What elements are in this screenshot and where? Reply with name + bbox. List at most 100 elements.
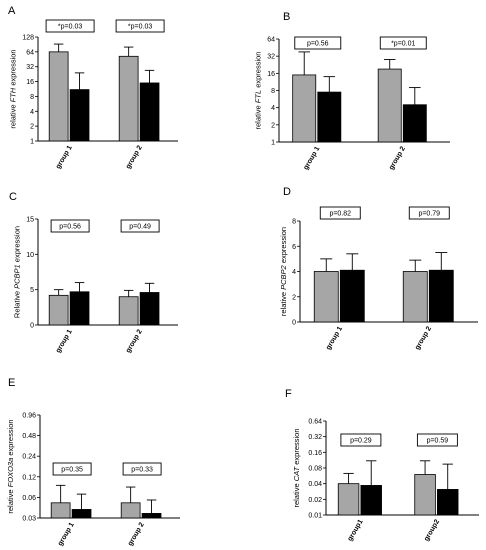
- y-tick-label: 0.64: [308, 419, 322, 426]
- p-value-label: p=0.56: [307, 41, 329, 48]
- bar-d-1-1: [313, 271, 339, 323]
- y-axis-label: relative FTL expression: [254, 52, 263, 130]
- bar-a-1-2: [69, 89, 90, 142]
- p-value-label: p=0.35: [61, 467, 83, 474]
- y-axis-label-prefix: relative: [6, 487, 15, 513]
- y-axis-label-prefix: relative: [279, 290, 288, 316]
- y-tick-label: 0: [292, 320, 296, 327]
- y-tick-label: 0.08: [308, 466, 322, 473]
- bar-e-1-1: [50, 502, 71, 519]
- panel-letter: C: [9, 191, 17, 203]
- y-tick-label: 32: [26, 64, 34, 71]
- y-tick-label: 1: [30, 139, 34, 146]
- bar-c-2-1: [118, 296, 139, 326]
- bar-a-2-1: [118, 55, 139, 142]
- x-tick-label: group 2: [414, 325, 433, 351]
- panel-letter: B: [283, 11, 290, 23]
- y-axis-label-prefix: relative: [254, 103, 263, 129]
- y-tick-label: 128: [22, 35, 34, 42]
- y-tick-label: 0.06: [22, 495, 36, 502]
- p-value-label: *p=0.01: [391, 41, 415, 48]
- y-axis-label-gene: CAT: [292, 465, 301, 481]
- y-axis-label-gene: FOXO3a: [6, 458, 15, 488]
- x-tick-label: group 1: [55, 328, 74, 354]
- chart-panel-c: C 0 5 10 15 Relative PCBP1 expression group 1 p…: [9, 191, 178, 354]
- x-tick-label: group 2: [388, 145, 407, 171]
- y-tick-label: 8: [271, 88, 275, 95]
- bar-d-2-2: [428, 269, 454, 323]
- bar-f-1-1: [337, 483, 360, 516]
- y-tick-label: 0.32: [308, 434, 322, 441]
- p-value-label: p=0.79: [418, 211, 440, 218]
- y-tick-label: 15: [26, 217, 34, 224]
- bar-b-1-1: [292, 74, 317, 143]
- bar-b-2-1: [377, 68, 402, 143]
- y-tick-label: 0.03: [22, 516, 36, 523]
- chart-panel-a: A 1 2 4 8 16 32 64 128 relative FTH expression gro…: [8, 5, 178, 170]
- y-tick-label: 1: [271, 140, 275, 147]
- y-tick-label: 2: [292, 294, 296, 301]
- p-value-box: [115, 19, 165, 33]
- p-value-label: p=0.33: [131, 467, 153, 474]
- y-tick-label: 64: [267, 37, 275, 44]
- y-axis-label-suffix: expression: [292, 428, 301, 466]
- y-axis-label: relative PCBP2 expression: [279, 227, 288, 316]
- y-tick-label: 0.01: [308, 513, 322, 520]
- p-value-box: [45, 19, 95, 33]
- y-tick-label: 0.16: [308, 450, 322, 457]
- panel-letter: F: [285, 388, 292, 400]
- p-value-box: [294, 36, 342, 50]
- y-tick-label: 16: [26, 79, 34, 86]
- y-axis-label-prefix: relative: [292, 481, 301, 507]
- y-tick-label: 10: [26, 252, 34, 259]
- p-value-label: p=0.82: [329, 211, 351, 218]
- y-axis-label-gene: FTL: [254, 90, 263, 103]
- y-tick-label: 64: [26, 49, 34, 56]
- chart-panel-d: D 0 2 4 6 8 relative PCBP2 expression group 1 p=…: [279, 186, 478, 351]
- panel-letter: A: [8, 5, 16, 17]
- y-tick-label: 2: [30, 124, 34, 131]
- p-value-box: [340, 433, 382, 447]
- bar-b-2-2: [402, 104, 427, 143]
- p-value-label: *p=0.03: [58, 24, 82, 31]
- bar-f-2-2: [436, 489, 459, 516]
- y-tick-label: 0: [30, 323, 34, 330]
- chart-panel-b: B 1 2 4 8 16 32 64 relative FTL expression group …: [254, 11, 450, 171]
- y-axis-label-suffix: expression: [6, 419, 15, 457]
- y-axis-label-suffix: expression: [13, 226, 22, 264]
- p-value-box: [122, 462, 162, 476]
- y-tick-label: 0.04: [308, 481, 322, 488]
- y-tick-label: 0.12: [22, 474, 36, 481]
- y-tick-label: 4: [271, 105, 275, 112]
- y-tick-label: 4: [30, 109, 34, 116]
- bar-e-1-2: [71, 509, 92, 519]
- bar-c-2-2: [139, 292, 160, 326]
- y-axis-label-gene: FTH: [8, 87, 17, 102]
- panel-letter: D: [283, 186, 291, 198]
- x-tick-label: group 2: [125, 328, 144, 354]
- bar-f-1-2: [360, 485, 382, 516]
- x-tick-label: group2: [423, 518, 441, 542]
- y-tick-label: 0.24: [22, 454, 36, 461]
- y-tick-label: 2: [271, 122, 275, 129]
- y-tick-label: 32: [267, 54, 275, 61]
- chart-panel-f: F 0.01 0.02 0.04 0.08 0.16 0.32 0.64 relative CA…: [285, 388, 479, 543]
- y-axis-label-gene: PCBP1: [13, 264, 22, 289]
- y-axis-label: relative FOXO3a expression: [6, 419, 15, 513]
- y-axis-label-prefix: relative: [8, 102, 17, 128]
- bar-e-2-1: [120, 502, 141, 519]
- p-value-label: p=0.59: [427, 438, 449, 445]
- y-tick-label: 8: [292, 219, 296, 226]
- p-value-box: [319, 206, 361, 220]
- chart-panel-e: E 0.03 0.06 0.12 0.24 0.48 0.96 relative FOXO3a…: [6, 377, 180, 547]
- y-axis-label-suffix: expression: [279, 227, 288, 265]
- panel-letter: E: [8, 377, 15, 389]
- y-tick-label: 0.96: [22, 413, 36, 420]
- bar-a-2-2: [139, 82, 160, 142]
- p-value-box: [408, 206, 450, 220]
- bar-d-2-1: [402, 271, 428, 323]
- p-value-box: [50, 219, 90, 233]
- bar-b-1-2: [317, 91, 342, 143]
- x-tick-label: group 1: [57, 521, 76, 547]
